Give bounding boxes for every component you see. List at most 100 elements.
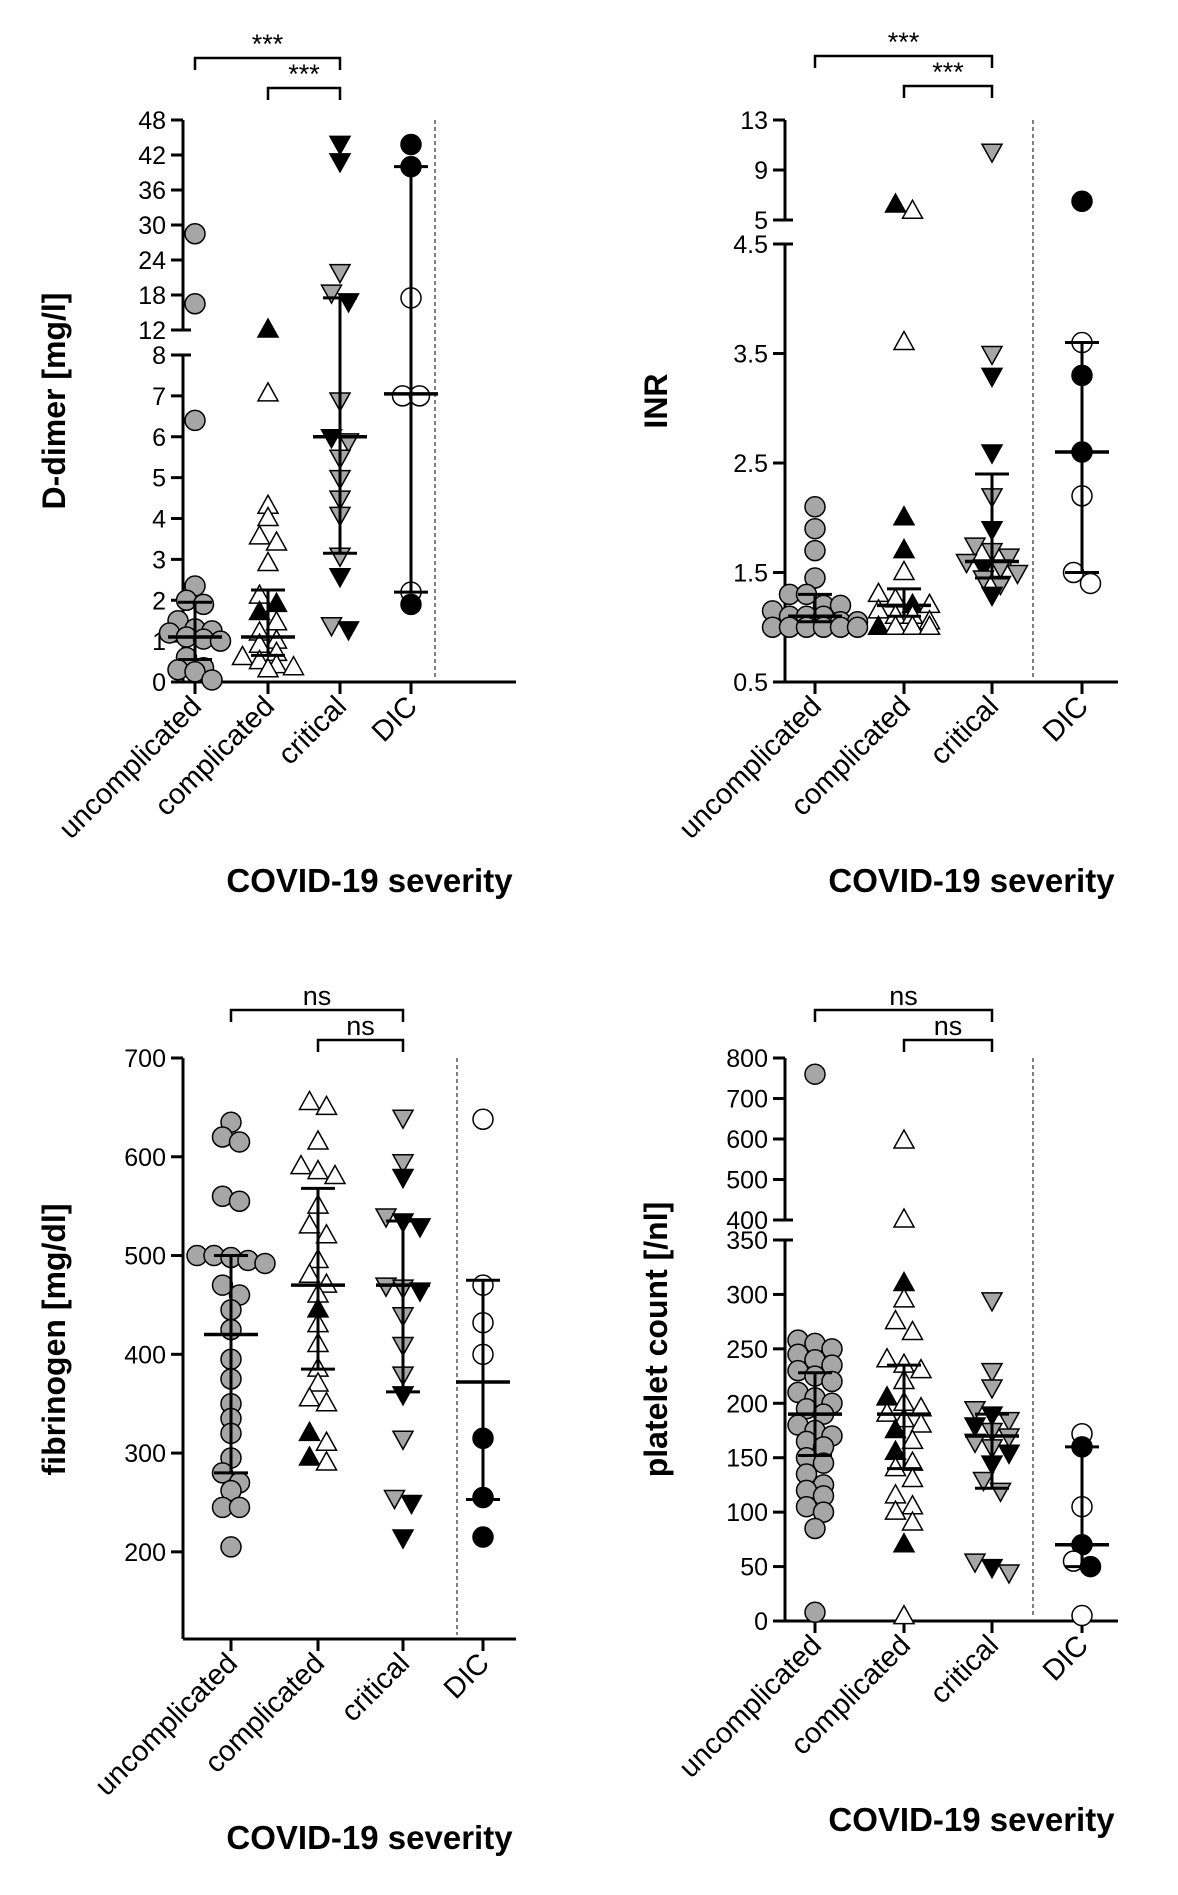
y-tick-label: 3 (152, 546, 166, 574)
y-tick-label: 700 (124, 1045, 166, 1073)
data-point (884, 192, 907, 213)
data-point (980, 444, 1004, 465)
significance-bracket (902, 84, 994, 98)
data-point (391, 1168, 415, 1190)
data-point (298, 1089, 321, 1111)
data-point (812, 1452, 835, 1474)
data-point (963, 1553, 987, 1574)
data-point (884, 614, 907, 635)
x-category-label: DIC (1037, 1629, 1095, 1687)
data-point (804, 1601, 826, 1624)
data-point (997, 548, 1021, 569)
data-point (282, 655, 305, 676)
data-point (963, 1417, 987, 1438)
data-point (892, 1287, 916, 1308)
data-point (323, 1163, 347, 1185)
data-point (298, 1386, 321, 1407)
significance-bracket (813, 54, 994, 68)
data-point (989, 575, 1012, 596)
significance-label: *** (932, 57, 964, 87)
data-point (328, 567, 352, 589)
data-point (256, 505, 280, 527)
y-tick-label: 350 (726, 1227, 768, 1255)
data-point (184, 223, 206, 245)
x-axis-title: COVID-19 severity (226, 1819, 513, 1856)
x-category-label: critical (335, 1647, 416, 1728)
y-tick-label: 8 (152, 342, 166, 370)
x-category-label: critical (924, 690, 1005, 771)
data-point (400, 133, 422, 156)
data-point (231, 644, 254, 666)
data-point (1006, 564, 1029, 586)
data-point (997, 1411, 1021, 1433)
y-tick-label: 0.5 (733, 669, 768, 697)
data-point (391, 1430, 415, 1451)
data-point (228, 1190, 251, 1212)
data-point (220, 1479, 242, 1502)
y-axis-title: fibrinogen [mg/dl] (36, 1204, 72, 1476)
data-point (892, 1604, 916, 1625)
x-category-label: critical (272, 690, 353, 771)
data-point (298, 1213, 321, 1234)
data-point (846, 616, 869, 638)
y-tick-label: 700 (726, 1086, 768, 1114)
x-axis-title: COVID-19 severity (226, 862, 513, 899)
y-tick-label: 6 (152, 424, 166, 452)
data-point (980, 586, 1004, 607)
x-category-label: uncomplicated (673, 1629, 828, 1784)
data-point (963, 1400, 987, 1422)
y-tick-label: 300 (124, 1440, 166, 1468)
data-point (315, 1450, 338, 1471)
data-point (184, 293, 206, 315)
y-tick-label: 400 (124, 1341, 166, 1369)
data-point (804, 517, 826, 540)
y-tick-label: 42 (138, 142, 166, 170)
y-tick-label: 600 (124, 1144, 166, 1172)
y-tick-label: 30 (138, 212, 166, 240)
significance-label: ns (346, 1011, 375, 1041)
data-point (374, 1277, 398, 1298)
data-point (220, 1536, 242, 1558)
data-point (997, 1428, 1021, 1449)
data-point (901, 1466, 924, 1488)
significance-bracket (229, 1008, 405, 1022)
y-tick-label: 5 (754, 207, 768, 235)
data-point (315, 1094, 338, 1116)
data-point (1071, 1604, 1093, 1627)
data-point (408, 1282, 432, 1303)
x-category-label: DIC (438, 1647, 496, 1705)
data-point (804, 496, 826, 518)
x-axis-title: COVID-19 severity (828, 1801, 1115, 1838)
data-point (337, 621, 360, 642)
data-point (901, 1510, 924, 1531)
y-tick-label: 150 (726, 1445, 768, 1473)
data-point (228, 1131, 251, 1153)
data-point (315, 1391, 338, 1412)
data-point (408, 1218, 432, 1239)
y-tick-label: 18 (138, 282, 166, 310)
data-point (972, 1471, 995, 1493)
y-tick-label: 400 (726, 1207, 768, 1235)
data-point (884, 1417, 907, 1439)
data-point (804, 1517, 826, 1540)
data-point (884, 1309, 907, 1330)
data-point (901, 1319, 924, 1341)
significance-label: *** (888, 27, 920, 57)
data-point (298, 1420, 321, 1442)
significance-label: *** (288, 59, 320, 89)
y-axis-title: D-dimer [mg/l] (36, 293, 72, 510)
data-point (821, 1370, 843, 1393)
y-tick-label: 7 (152, 383, 166, 411)
data-point (909, 1412, 933, 1433)
data-point (383, 1489, 406, 1511)
data-point (892, 538, 916, 559)
data-point (306, 1371, 330, 1392)
data-point (315, 1430, 338, 1451)
data-point (315, 1223, 338, 1244)
y-axis-title: platelet count [/nl] (638, 1202, 674, 1478)
data-point (901, 198, 924, 219)
data-point (892, 1128, 916, 1149)
data-point (315, 1272, 338, 1293)
data-point (256, 381, 280, 402)
